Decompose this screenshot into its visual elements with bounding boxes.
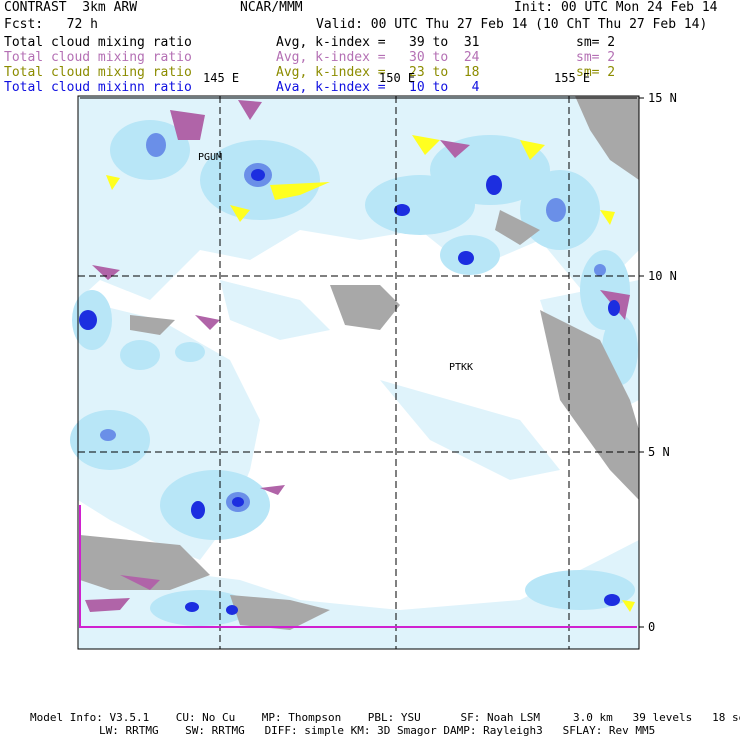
legend-range-3: Avg, k-index = 23 to 18: [276, 65, 480, 80]
tick-marks: [639, 97, 644, 628]
terrain-gray-layer: [80, 96, 639, 630]
legend-field-3: Total cloud mixing ratio: [4, 65, 192, 80]
grid-lines: [78, 96, 639, 649]
valid-time: Valid: 00 UTC Thu 27 Feb 14 (10 ChT Thu …: [316, 17, 708, 32]
lat-label-0: 0: [648, 620, 656, 634]
model-title: CONTRAST 3km ARW: [4, 0, 138, 15]
cloud-core-layer: [79, 133, 620, 615]
lon-label-145: 145 E: [203, 71, 240, 85]
legend-sm-3: sm= 2: [576, 65, 616, 80]
cloud-magenta-layer: [85, 100, 630, 612]
station-ptkk: PTKK: [449, 362, 474, 373]
forecast-hour: Fcst: 72 h: [4, 17, 98, 32]
lat-label-10: 10 N: [648, 269, 677, 283]
station-pgum: PGUM: [198, 152, 223, 163]
lat-label-5: 5 N: [648, 445, 670, 459]
lon-label-155: 155 E: [554, 71, 591, 85]
center-name: NCAR/MMM: [240, 0, 303, 15]
lat-label-15: 15 N: [648, 91, 677, 105]
legend-field-1: Total cloud mixing ratio: [4, 35, 192, 50]
legend-sm-2: sm= 2: [576, 50, 616, 65]
legend-range-2: Avg, k-index = 30 to 24: [276, 50, 480, 65]
cloud-yellow-layer: [106, 135, 635, 612]
model-info-line2: LW: RRTMG SW: RRTMG DIFF: simple KM: 3D …: [99, 724, 656, 737]
legend-sm-1: sm= 2: [576, 35, 616, 50]
model-info-line1: Model Info: V3.5.1 CU: No Cu MP: Thompso…: [30, 711, 740, 724]
map-frame: [77, 95, 640, 650]
init-time: Init: 00 UTC Mon 24 Feb 14: [514, 0, 718, 15]
legend-field-2: Total cloud mixing ratio: [4, 50, 192, 65]
inner-domain-magenta: [79, 505, 637, 628]
legend-range-4: Ava, k-index = 10 to 4: [276, 80, 480, 95]
legend-field-4: Total cloud mixinn ratio: [4, 80, 192, 95]
lon-label-150: 150 E: [379, 71, 416, 85]
legend-range-1: Avg, k-index = 39 to 31: [276, 35, 480, 50]
